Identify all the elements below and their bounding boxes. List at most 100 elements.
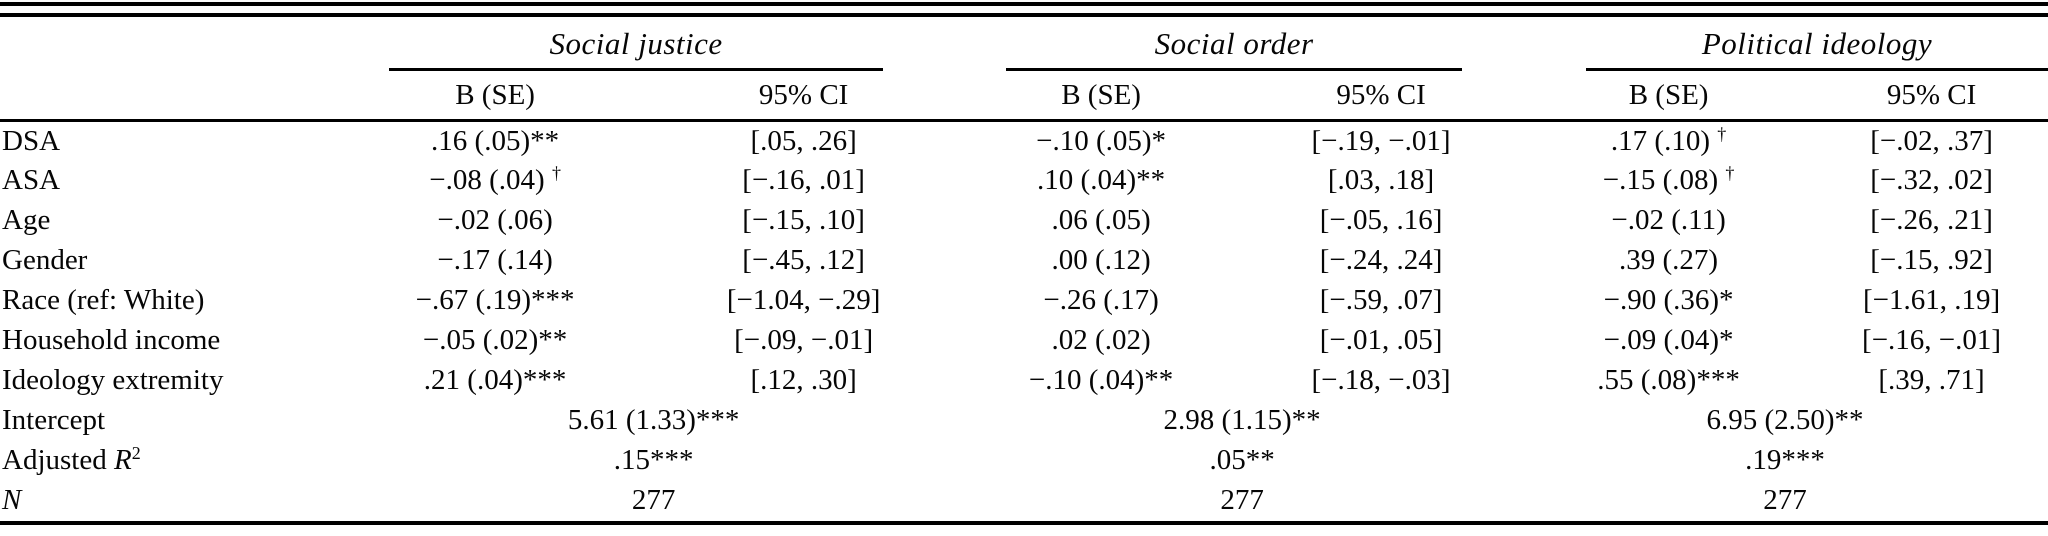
table-row: N 277 277 277 — [0, 481, 2048, 521]
text-part: Intercept — [2, 404, 106, 436]
text-part: [−.59, .07] — [1319, 284, 1443, 316]
text-part: [.05, .26] — [750, 124, 857, 157]
table-row: Intercept 5.61 (1.33)*** 2.98 (1.15)** 6.95… — [0, 401, 2048, 441]
group-header-social-justice: Social justice — [345, 17, 962, 71]
text-part: † — [1717, 123, 1727, 144]
text-part: 277 — [1763, 484, 1807, 516]
cell-b-se: .00 (.12) — [962, 241, 1240, 281]
cell-group-summary: 277 — [962, 481, 1522, 521]
cell-b-se: −.15 (.08) † — [1522, 161, 1815, 201]
text-part: [−1.61, .19] — [1862, 284, 2001, 316]
row-label: Age — [0, 201, 345, 241]
table-row: Household income −.05 (.02)** [−.09, −.01]… — [0, 321, 2048, 361]
text-part: .39 (.27) — [1619, 244, 1719, 276]
text-part: 277 — [1220, 484, 1264, 516]
text-part: DSA — [2, 124, 61, 157]
cell-b-se: −.67 (.19)*** — [345, 281, 645, 321]
text-part: Age — [2, 204, 51, 236]
row-label: N — [0, 481, 345, 521]
cell-ci: [.39, .71] — [1815, 361, 2048, 401]
text-part: [.03, .18] — [1327, 164, 1435, 196]
cell-b-se: −.10 (.04)** — [962, 361, 1240, 401]
text-part: [−.05, .16] — [1319, 204, 1443, 236]
cell-b-se: −.02 (.06) — [345, 201, 645, 241]
text-part: [−.01, .05] — [1319, 324, 1443, 356]
text-part: Ideology extremity — [2, 364, 224, 396]
text-part: [−.16, −.01] — [1862, 324, 2002, 356]
text-part: [−.15, .92] — [1870, 244, 1993, 276]
cell-group-summary: 2.98 (1.15)** — [962, 401, 1522, 441]
cell-b-se: −.90 (.36)* — [1522, 281, 1815, 321]
cell-group-summary: 277 — [1522, 481, 2048, 521]
table-row: DSA .16 (.05)** [.05, .26] −.10 (.05)* [−.19… — [0, 121, 2048, 161]
row-label: ASA — [0, 161, 345, 201]
text-part: .00 (.12) — [1051, 244, 1151, 276]
cell-b-se: −.26 (.17) — [962, 281, 1240, 321]
group-header-social-order: Social order — [962, 17, 1522, 71]
cell-ci: [−.19, −.01] — [1240, 121, 1522, 161]
table-row: Adjusted R2 .15*** .05** .19*** — [0, 441, 2048, 481]
cell-ci: [.03, .18] — [1240, 161, 1522, 201]
text-part: [−.32, .02] — [1870, 164, 1993, 196]
text-part: Household income — [2, 324, 221, 356]
cell-ci: [−.01, .05] — [1240, 321, 1522, 361]
group-spanner-rule: Political ideology — [1586, 26, 2048, 71]
cell-b-se: .06 (.05) — [962, 201, 1240, 241]
text-part: N — [2, 484, 22, 516]
row-label: Race (ref: White) — [0, 281, 345, 321]
row-label: Adjusted R2 — [0, 441, 345, 481]
cell-ci: [−.16, .01] — [645, 161, 962, 201]
group-spanner-rule: Social justice — [389, 26, 884, 71]
cell-b-se: .02 (.02) — [962, 321, 1240, 361]
text-part: −.02 (.06) — [437, 204, 553, 236]
cell-b-se: .10 (.04)** — [962, 161, 1240, 201]
cell-ci: [−1.61, .19] — [1815, 281, 2048, 321]
text-part: 2 — [131, 443, 141, 464]
row-label: Household income — [0, 321, 345, 361]
row-label: DSA — [0, 121, 345, 161]
cell-ci: [−.16, −.01] — [1815, 321, 2048, 361]
cell-b-se: −.09 (.04)* — [1522, 321, 1815, 361]
text-part: −.08 (.04) — [429, 164, 552, 196]
text-part: .21 (.04)*** — [423, 364, 567, 396]
text-part: .05** — [1209, 444, 1275, 476]
text-part: Race (ref: White) — [2, 284, 205, 316]
cell-b-se: .39 (.27) — [1522, 241, 1815, 281]
text-part: 2.98 (1.15)** — [1163, 404, 1321, 436]
group-title: Social order — [1154, 26, 1314, 61]
group-header-political-ideology: Political ideology — [1522, 17, 2048, 71]
text-part: −.15 (.08) — [1602, 164, 1726, 196]
text-part: −.26 (.17) — [1043, 284, 1159, 316]
group-spanner-rule: Social order — [1006, 26, 1463, 71]
table-row: Race (ref: White) −.67 (.19)*** [−1.04, −.… — [0, 281, 2048, 321]
text-part: [−.16, .01] — [742, 164, 865, 196]
text-part: [−.18, −.03] — [1311, 364, 1451, 396]
table-row: Gender −.17 (.14) [−.45, .12] .00 (.12) [−.2… — [0, 241, 2048, 281]
text-part: R — [113, 444, 132, 476]
cell-ci: [−.26, .21] — [1815, 201, 2048, 241]
cell-ci: [−.05, .16] — [1240, 201, 1522, 241]
text-part: −.05 (.02)** — [422, 324, 568, 356]
row-label: Intercept — [0, 401, 345, 441]
text-part: [−.15, .10] — [742, 204, 865, 236]
cell-ci: [−.45, .12] — [645, 241, 962, 281]
text-part: .10 (.04)** — [1037, 164, 1166, 196]
cell-b-se: −.02 (.11) — [1522, 201, 1815, 241]
cell-ci: [−.32, .02] — [1815, 161, 2048, 201]
bottom-rule — [0, 520, 2048, 525]
text-part: −.02 (.11) — [1611, 204, 1726, 236]
text-part: .17 (.10) — [1610, 124, 1718, 157]
text-part: .16 (.05)** — [431, 124, 560, 157]
cell-ci: [−.02, .37] — [1815, 121, 2048, 161]
text-part: 6.95 (2.50)** — [1706, 404, 1864, 436]
cell-ci: [−.09, −.01] — [645, 321, 962, 361]
cell-group-summary: 277 — [345, 481, 962, 521]
cell-ci: [−.18, −.03] — [1240, 361, 1522, 401]
text-part: [−.19, −.01] — [1311, 124, 1451, 157]
text-part: [−.24, .24] — [1319, 244, 1443, 276]
cell-ci: [−.59, .07] — [1240, 281, 1522, 321]
text-part: .02 (.02) — [1051, 324, 1151, 356]
text-part: .55 (.08)*** — [1597, 364, 1740, 396]
group-title: Political ideology — [1701, 26, 1933, 61]
